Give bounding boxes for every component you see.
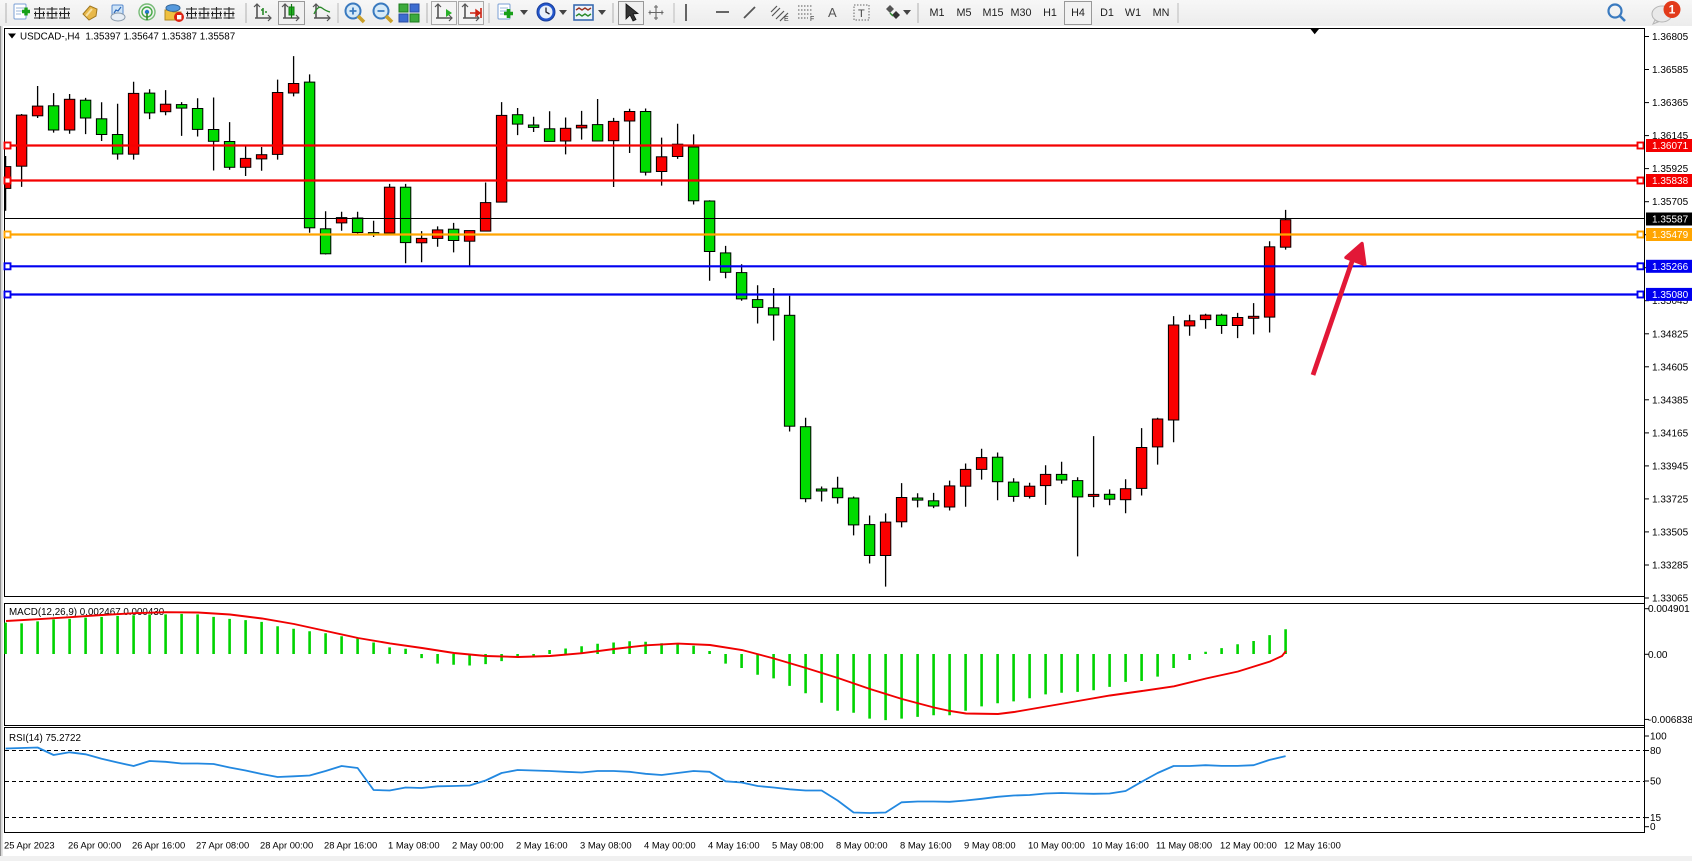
svg-text:0.004901: 0.004901 [1648, 604, 1690, 615]
svg-text:E: E [784, 16, 789, 23]
svg-text:1.35587: 1.35587 [1652, 215, 1689, 226]
svg-text:3 May 08:00: 3 May 08:00 [580, 840, 632, 851]
svg-text:27 Apr 08:00: 27 Apr 08:00 [196, 840, 249, 851]
svg-text:25 Apr 2023: 25 Apr 2023 [4, 840, 55, 851]
svg-text:1.36805: 1.36805 [1652, 32, 1689, 43]
svg-text:1.33065: 1.33065 [1652, 594, 1689, 605]
svg-text:1.35080: 1.35080 [1652, 290, 1689, 301]
svg-text:1.35838: 1.35838 [1652, 176, 1689, 187]
svg-text:-0.006838: -0.006838 [1648, 715, 1692, 726]
svg-text:28 Apr 00:00: 28 Apr 00:00 [260, 840, 313, 851]
svg-text:1.35266: 1.35266 [1652, 262, 1689, 273]
svg-text:M5: M5 [957, 7, 972, 19]
svg-text:8 May 00:00: 8 May 00:00 [836, 840, 888, 851]
svg-text:1.35479: 1.35479 [1652, 230, 1689, 241]
svg-text:1 May 08:00: 1 May 08:00 [388, 840, 440, 851]
svg-text:1.35045: 1.35045 [1652, 296, 1689, 307]
svg-text:MACD(12,26,9) 0.002467 0.00043: MACD(12,26,9) 0.002467 0.000430 [9, 607, 165, 618]
svg-text:2 May 00:00: 2 May 00:00 [452, 840, 504, 851]
svg-text:11 May 08:00: 11 May 08:00 [1156, 840, 1212, 851]
svg-text:2 May 16:00: 2 May 16:00 [516, 840, 568, 851]
svg-text:50: 50 [1650, 777, 1662, 788]
svg-text:100: 100 [1650, 732, 1667, 743]
svg-text:F: F [810, 16, 814, 23]
svg-text:8 May 16:00: 8 May 16:00 [900, 840, 952, 851]
svg-text:4 May 16:00: 4 May 16:00 [708, 840, 760, 851]
svg-text:10 May 00:00: 10 May 00:00 [1028, 840, 1085, 851]
svg-text:1.36071: 1.36071 [1652, 141, 1689, 152]
svg-text:M15: M15 [982, 7, 1003, 19]
svg-text:1.33505: 1.33505 [1652, 527, 1689, 538]
svg-text:1.35705: 1.35705 [1652, 197, 1689, 208]
svg-text:12 May 16:00: 12 May 16:00 [1284, 840, 1341, 851]
svg-text:1.34605: 1.34605 [1652, 362, 1689, 373]
svg-text:15: 15 [1650, 813, 1662, 824]
svg-text:M30: M30 [1010, 7, 1031, 19]
svg-text:H4: H4 [1071, 7, 1085, 19]
svg-text:A: A [828, 5, 837, 20]
svg-text:1.34165: 1.34165 [1652, 428, 1689, 439]
svg-text:1.33285: 1.33285 [1652, 561, 1689, 572]
svg-text:1.34825: 1.34825 [1652, 329, 1689, 340]
svg-text:1.33945: 1.33945 [1652, 461, 1689, 472]
svg-text:80: 80 [1650, 746, 1662, 757]
svg-text:D1: D1 [1100, 7, 1114, 19]
svg-text:0.00: 0.00 [1648, 650, 1668, 661]
svg-text:26 Apr 00:00: 26 Apr 00:00 [68, 840, 121, 851]
svg-text:12 May 00:00: 12 May 00:00 [1220, 840, 1277, 851]
svg-text:USDCAD-,H4 1.35397 1.35647 1.: USDCAD-,H4 1.35397 1.35647 1.35387 1.355… [20, 32, 235, 43]
svg-text:0: 0 [1650, 822, 1656, 833]
svg-text:10 May 16:00: 10 May 16:00 [1092, 840, 1149, 851]
svg-text:H1: H1 [1043, 7, 1057, 19]
svg-text:5 May 08:00: 5 May 08:00 [772, 840, 824, 851]
svg-text:4 May 00:00: 4 May 00:00 [644, 840, 696, 851]
svg-text:M1: M1 [930, 7, 945, 19]
svg-text:RSI(14) 75.2722: RSI(14) 75.2722 [9, 733, 81, 744]
svg-text:MN: MN [1153, 7, 1170, 19]
svg-text:28 Apr 16:00: 28 Apr 16:00 [324, 840, 377, 851]
svg-text:1.36585: 1.36585 [1652, 65, 1689, 76]
svg-text:1.33725: 1.33725 [1652, 494, 1689, 505]
svg-text:1.35925: 1.35925 [1652, 164, 1689, 175]
svg-text:1.34385: 1.34385 [1652, 395, 1689, 406]
svg-text:1.36145: 1.36145 [1652, 131, 1689, 142]
svg-text:T: T [858, 8, 865, 20]
svg-text:26 Apr 16:00: 26 Apr 16:00 [132, 840, 185, 851]
svg-text:W1: W1 [1125, 7, 1141, 19]
svg-text:1.36365: 1.36365 [1652, 98, 1689, 109]
svg-text:1: 1 [1669, 3, 1676, 17]
svg-text:9 May 08:00: 9 May 08:00 [964, 840, 1016, 851]
